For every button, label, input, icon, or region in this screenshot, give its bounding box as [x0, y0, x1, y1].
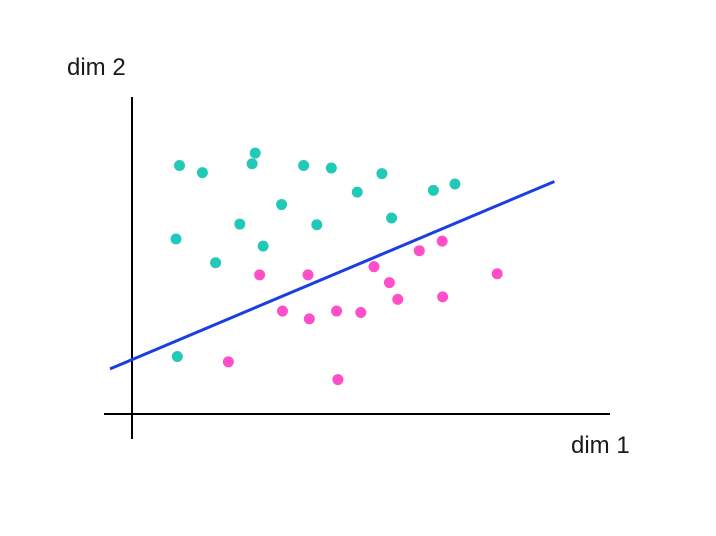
class-a-point	[311, 219, 323, 231]
class-b-point	[302, 269, 314, 281]
class-a-point	[170, 233, 182, 245]
class-b-point	[331, 305, 343, 317]
class-b-point	[355, 306, 367, 318]
class-b-point	[413, 245, 425, 257]
class-b-point	[254, 269, 266, 281]
class-a-point	[386, 212, 398, 224]
class-a-point	[174, 160, 186, 171]
class-a-point	[171, 350, 183, 362]
class-b-point	[383, 277, 395, 289]
class-a-point	[234, 218, 246, 230]
class-b-point	[222, 356, 234, 368]
class-a-point	[246, 158, 258, 170]
class-b-point	[436, 235, 448, 247]
class-a-point	[351, 186, 363, 198]
class-a-point	[210, 257, 222, 269]
class-b-point	[276, 305, 288, 317]
class-a-point	[298, 160, 310, 171]
class-a-point	[196, 167, 208, 179]
y-axis-label: dim 2	[67, 54, 126, 81]
class-a-point	[427, 184, 439, 196]
class-b-point	[491, 268, 503, 280]
x-axis-label: dim 1	[571, 432, 630, 459]
class-a-point	[376, 168, 388, 180]
class-a-point	[276, 199, 288, 211]
class-a-point	[325, 162, 337, 174]
class-b-point	[303, 313, 315, 325]
decision-boundary-line	[109, 180, 555, 371]
class-a-point	[449, 178, 461, 190]
class-b-point	[437, 291, 449, 303]
class-b-point	[368, 261, 380, 273]
class-b-point	[332, 374, 344, 386]
class-b-point	[392, 293, 404, 305]
class-a-point	[249, 147, 261, 159]
class-a-point	[257, 240, 269, 252]
